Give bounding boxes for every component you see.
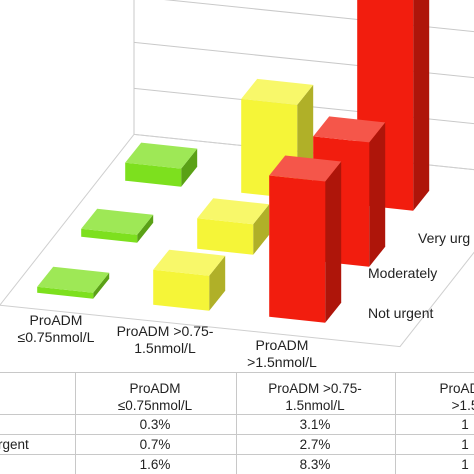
bars (37, 0, 430, 323)
bar-front (197, 218, 254, 255)
depth-axis-label: Very urg (418, 230, 470, 246)
table-cell: 1 (461, 457, 469, 472)
table-header: ProADM ≤0.75nmol/L (85, 380, 225, 414)
table-cell: 1.6% (139, 457, 171, 472)
table-header: ProADM >0.75- 1.5nmol/L (245, 380, 385, 414)
bar-side (181, 148, 198, 187)
table-column-divider (75, 372, 76, 474)
table-cell: 1 (461, 437, 469, 452)
bar-side (413, 0, 430, 211)
table-cell: 0.7% (139, 437, 171, 452)
bar (37, 266, 110, 299)
table-header-line: 1.5nmol/L (285, 398, 345, 413)
bar-front (269, 175, 326, 323)
table-column-divider (395, 372, 396, 474)
gridline (163, 0, 474, 33)
bar-front (81, 228, 138, 243)
depth-axis-label: Not urgent (368, 305, 433, 321)
table-divider (0, 434, 474, 435)
chart: Not urgent Moderately Very urg ProADM ≤0.75… (0, 0, 474, 370)
table-cell: 8.3% (299, 457, 331, 472)
table-divider (0, 414, 474, 415)
table-header-line: ProADM (439, 381, 474, 396)
depth-axis-labels: Not urgent Moderately Very urg (368, 230, 470, 321)
bar-side (325, 161, 342, 323)
bar-top (313, 116, 386, 143)
bar-top (81, 208, 154, 235)
category-axis-label: ProADM ≤0.75nmol/L (18, 312, 95, 345)
bar-side (253, 204, 270, 255)
bar-top (125, 142, 198, 169)
depth-axis-label: Moderately (368, 265, 437, 281)
bar (197, 198, 270, 255)
bar-front (37, 286, 94, 299)
bar (153, 249, 226, 311)
bar-top (153, 249, 226, 276)
bar-front (125, 162, 182, 187)
bar-top (37, 266, 110, 293)
gridline (133, 41, 474, 79)
table-column-divider (236, 372, 237, 474)
gridline (133, 87, 474, 125)
bar (125, 142, 198, 187)
bar-side (137, 214, 154, 243)
category-axis-label: ProADM >0.75-1.5nmol/L (117, 323, 214, 356)
table-row-label: rgent (0, 437, 29, 452)
table-header-line: ≤0.75nmol/L (117, 398, 193, 413)
bar-side (369, 122, 386, 267)
table-cell: 2.7% (299, 437, 331, 452)
bar (269, 155, 342, 323)
bar-side (209, 255, 226, 311)
table-header-line: >1.5 (451, 398, 474, 413)
table-cell: 0.3% (139, 417, 171, 432)
data-table: ProADM ≤0.75nmol/L ProADM >0.75- 1.5nmol/L P… (0, 372, 474, 474)
table-header-line: ProADM >0.75- (268, 381, 362, 396)
category-axis-label: ProADM >1.5nmol/L (247, 337, 317, 370)
bar-side (93, 272, 110, 299)
bar-top (241, 78, 314, 105)
bar-front (153, 269, 210, 311)
table-cell: 1 (461, 417, 469, 432)
floor-outline (0, 133, 474, 348)
bar-top (269, 155, 342, 182)
bar-top (197, 198, 270, 225)
chart-floor (0, 133, 474, 348)
table-header-line: ProADM (129, 381, 181, 396)
table-header: ProADM >1.5 (395, 380, 474, 414)
category-axis-labels: ProADM ≤0.75nmol/L ProADM >0.75-1.5nmol/L P… (18, 312, 318, 370)
bar (81, 208, 154, 243)
table-divider (0, 372, 474, 373)
table-divider (0, 454, 474, 455)
table-cell: 3.1% (299, 417, 331, 432)
